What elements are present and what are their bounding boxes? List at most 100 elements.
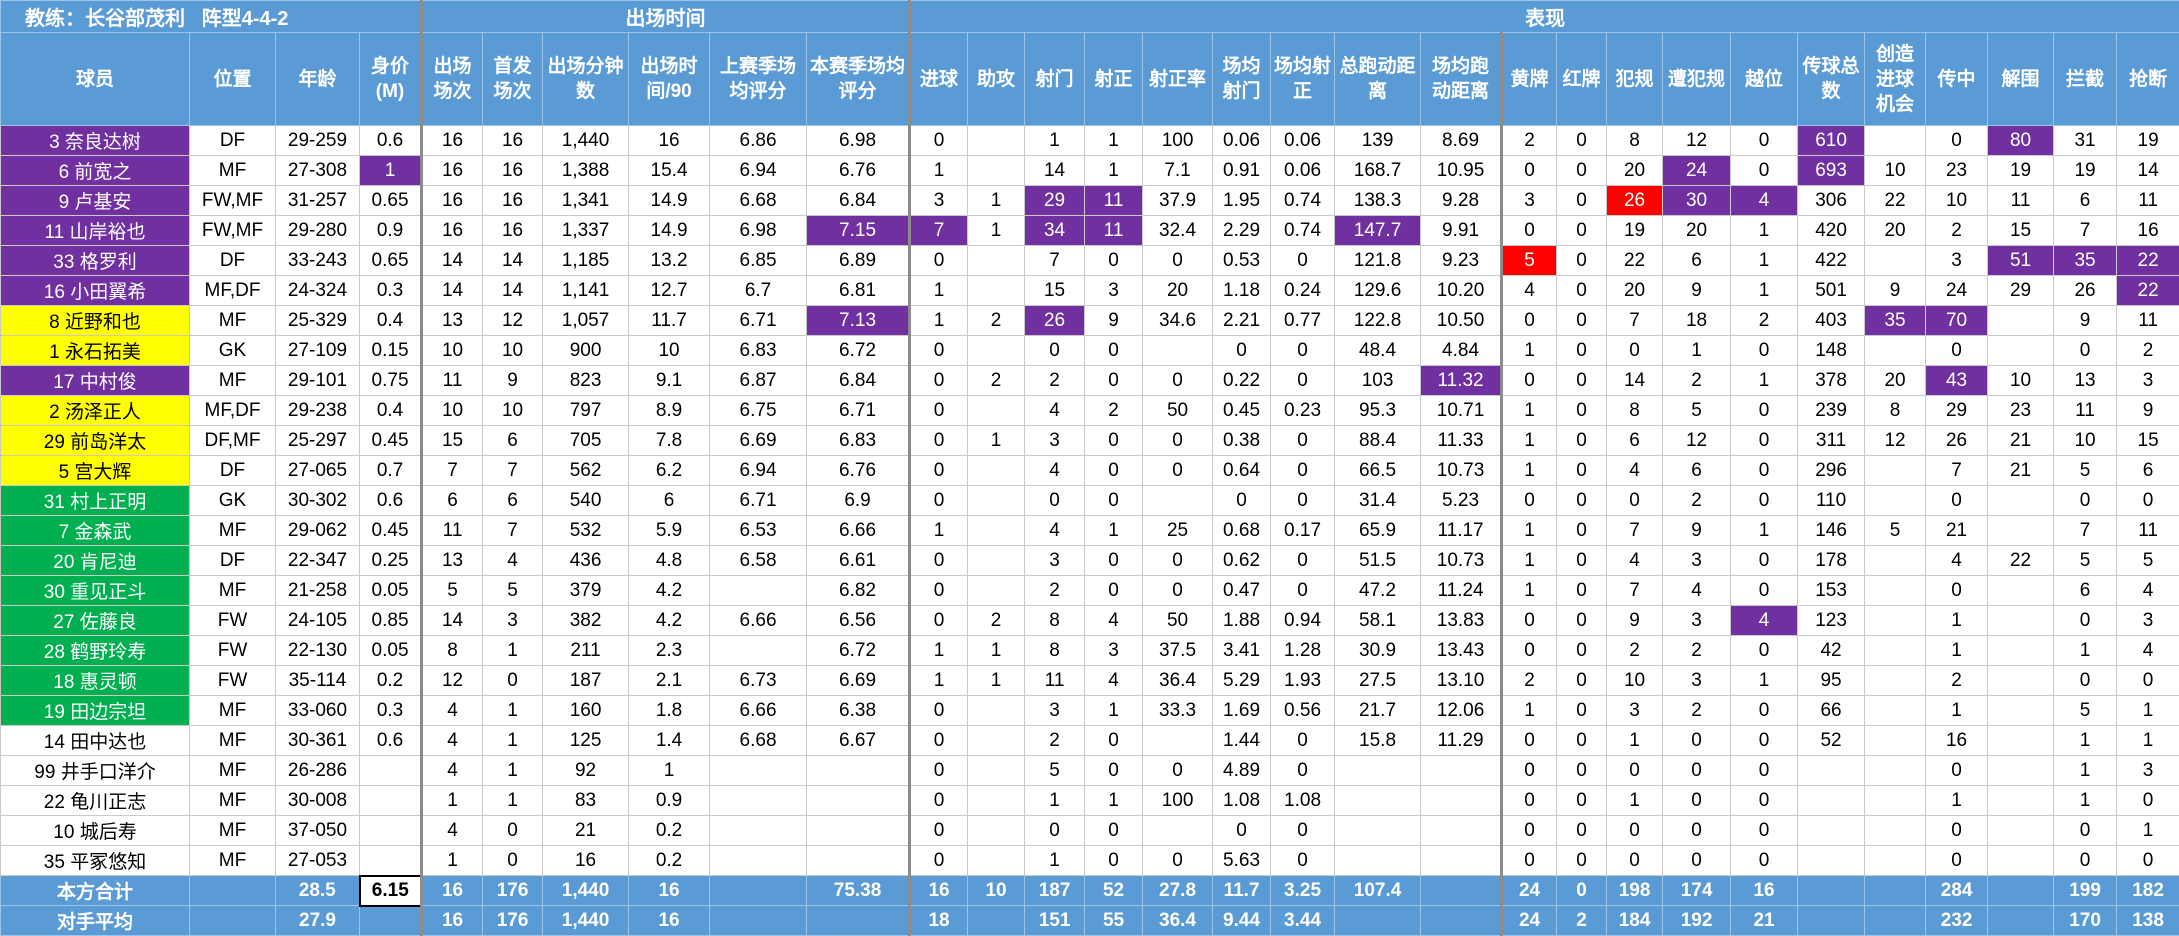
table-cell: 2	[1025, 576, 1085, 606]
table-cell: 16	[483, 186, 543, 216]
empty-cell	[807, 906, 910, 936]
table-cell: 0.74	[1271, 216, 1335, 246]
table-cell: 0	[910, 606, 968, 636]
table-cell: 6.84	[807, 186, 910, 216]
table-cell: 1	[1502, 546, 1557, 576]
table-cell: 10	[629, 336, 710, 366]
table-cell: 65.9	[1335, 516, 1421, 546]
table-cell: 12	[1663, 426, 1731, 456]
table-cell: 0.6	[360, 486, 422, 516]
empty-cell	[807, 816, 910, 846]
table-cell: 6.69	[807, 666, 910, 696]
table-cell: 100	[1143, 786, 1213, 816]
table-cell: 2	[1607, 636, 1663, 666]
table-cell: 0	[1926, 576, 1988, 606]
table-cell: 0	[1085, 336, 1143, 366]
table-cell: 2.3	[629, 636, 710, 666]
table-cell: 9	[1607, 606, 1663, 636]
table-cell: 1	[1731, 366, 1798, 396]
table-cell: 0	[910, 786, 968, 816]
table-cell: 146	[1798, 516, 1865, 546]
table-cell: 0	[1731, 156, 1798, 186]
table-cell: 6	[483, 486, 543, 516]
empty-cell	[1798, 876, 1865, 906]
table-cell: 22-347	[276, 546, 360, 576]
table-cell: 382	[543, 606, 629, 636]
table-cell: 1	[2117, 816, 2179, 846]
table-cell: 239	[1798, 396, 1865, 426]
empty-cell	[968, 246, 1025, 276]
table-cell: 6.72	[807, 336, 910, 366]
table-cell: 21	[543, 816, 629, 846]
table-cell: DF	[190, 126, 276, 156]
table-cell: 0	[2117, 846, 2179, 876]
empty-cell	[190, 876, 276, 906]
table-cell: 168.7	[1335, 156, 1421, 186]
table-cell: 24-324	[276, 276, 360, 306]
table-cell: 10.73	[1421, 546, 1502, 576]
table-cell: MF	[190, 696, 276, 726]
table-cell: 1	[2054, 636, 2117, 666]
table-cell: 1	[1025, 846, 1085, 876]
table-cell: 6.83	[710, 336, 807, 366]
table-cell: 4	[1502, 276, 1557, 306]
column-header: 出场场次	[422, 33, 483, 126]
table-cell: 1	[910, 276, 968, 306]
table-cell: 0	[1557, 696, 1607, 726]
table-cell: 10.50	[1421, 306, 1502, 336]
table-cell: 5	[2054, 546, 2117, 576]
table-cell: 0	[1271, 486, 1335, 516]
table-cell: 2	[1926, 666, 1988, 696]
table-cell: 20	[1607, 276, 1663, 306]
column-header: 黄牌	[1502, 33, 1557, 126]
table-cell: 1,388	[543, 156, 629, 186]
table-cell: 0	[2117, 486, 2179, 516]
table-cell: MF,DF	[190, 276, 276, 306]
table-cell: 4	[422, 726, 483, 756]
table-cell: 1	[968, 216, 1025, 246]
player-name: 33 格罗利	[1, 246, 190, 276]
table-cell: 27.5	[1335, 666, 1421, 696]
table-cell: 0	[1557, 636, 1607, 666]
table-cell: 7.8	[629, 426, 710, 456]
table-cell: 13.83	[1421, 606, 1502, 636]
empty-cell	[968, 816, 1025, 846]
table-cell: 14.9	[629, 216, 710, 246]
table-cell: 0	[1502, 726, 1557, 756]
table-cell: 0	[1557, 276, 1607, 306]
table-cell: DF,MF	[190, 426, 276, 456]
table-cell: 4.2	[629, 576, 710, 606]
table-cell: 0	[1731, 846, 1798, 876]
table-cell: 24	[1926, 276, 1988, 306]
highlight-cell: 35	[2054, 246, 2117, 276]
table-cell: 0.25	[360, 546, 422, 576]
table-cell: 20	[1865, 366, 1926, 396]
empty-cell	[1988, 786, 2054, 816]
table-cell: 3	[1085, 636, 1143, 666]
table-cell: 10.73	[1421, 456, 1502, 486]
table-cell: 35-114	[276, 666, 360, 696]
table-cell: 7	[2054, 516, 2117, 546]
table-cell: 0	[1557, 246, 1607, 276]
table-cell: 3	[1025, 696, 1085, 726]
table-cell: 3	[483, 606, 543, 636]
table-cell: 11.33	[1421, 426, 1502, 456]
table-cell: 311	[1798, 426, 1865, 456]
player-name: 9 卢基安	[1, 186, 190, 216]
empty-cell	[1421, 756, 1502, 786]
empty-cell	[1143, 726, 1213, 756]
table-cell: 0	[1731, 456, 1798, 486]
table-cell: 29	[1926, 396, 1988, 426]
table-cell: 1	[910, 666, 968, 696]
column-header: 红牌	[1557, 33, 1607, 126]
empty-cell	[968, 486, 1025, 516]
table-cell: 284	[1926, 876, 1988, 906]
table-cell: 47.2	[1335, 576, 1421, 606]
table-cell: 16	[422, 216, 483, 246]
table-cell: 6.87	[710, 366, 807, 396]
